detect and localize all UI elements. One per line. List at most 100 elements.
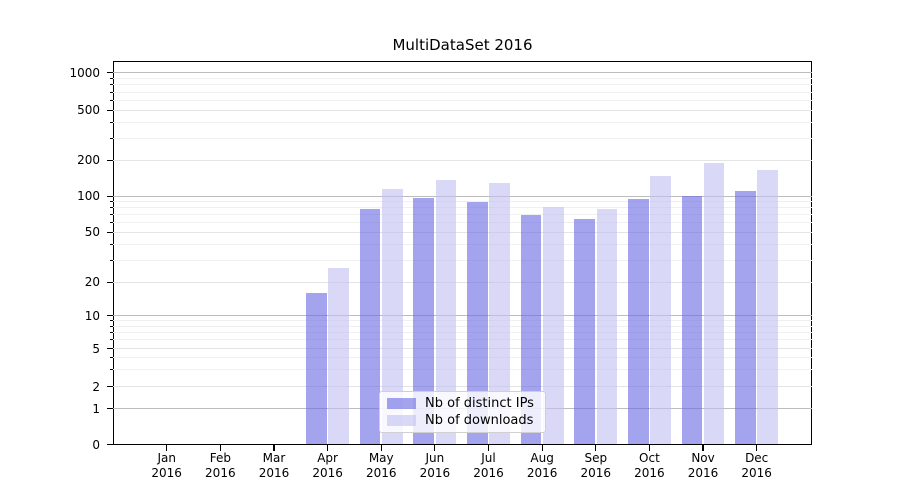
y-tick-mark: [106, 347, 113, 350]
plot-area: [113, 61, 812, 445]
y-minor-tick-mark: [109, 214, 113, 216]
x-tick-label-year: 2016: [419, 466, 451, 480]
x-tick-mark: [595, 444, 597, 451]
y-gridline-minor: [113, 122, 812, 124]
y-minor-tick-mark: [109, 243, 113, 245]
y-minor-tick-mark: [109, 357, 113, 359]
y-tick-mark: [106, 386, 113, 388]
y-minor-tick-mark: [109, 259, 113, 261]
legend: Nb of distinct IPs Nb of downloads: [379, 391, 546, 433]
bar-downloads-aug: [542, 206, 564, 445]
y-tick-label: 200: [77, 153, 100, 168]
bar-distinct-ips-apr: [306, 293, 327, 445]
x-tick-mark: [541, 444, 543, 451]
y-minor-tick-mark: [109, 325, 113, 327]
bar-downloads-may: [382, 188, 403, 445]
bar-distinct-ips-aug: [520, 215, 542, 445]
x-tick-label-year: 2016: [312, 466, 343, 480]
y-minor-tick-mark: [109, 201, 113, 203]
y-tick-mark: [106, 72, 113, 74]
y-tick-label: 500: [77, 103, 100, 118]
x-tick-label-year: 2016: [687, 466, 719, 480]
legend-label-downloads: Nb of downloads: [425, 412, 534, 428]
bar-downloads-oct: [650, 175, 671, 445]
x-tick-label-month: Mar: [262, 451, 286, 465]
x-tick-label-year: 2016: [580, 466, 612, 480]
y-gridline-minor: [113, 207, 812, 209]
y-gridline: [113, 231, 812, 233]
y-gridline-minor: [113, 99, 812, 101]
bar-downloads-nov: [703, 163, 725, 445]
y-gridline-minor: [113, 78, 812, 80]
y-gridline-minor: [113, 320, 812, 322]
x-tick-label-year: 2016: [741, 466, 772, 480]
bar-distinct-ips-nov: [681, 196, 703, 445]
y-gridline-decade: [113, 72, 812, 74]
y-minor-tick-mark: [109, 137, 113, 139]
x-tick-label-month: May: [368, 451, 394, 465]
x-tick-label-month: Apr: [317, 451, 338, 465]
x-tick-label-year: 2016: [258, 466, 290, 480]
x-tick-label-month: Nov: [691, 451, 715, 465]
y-gridline-minor: [113, 369, 812, 371]
legend-item-distinct-ips: Nb of distinct IPs: [387, 396, 537, 411]
y-gridline: [113, 281, 812, 283]
y-gridline-minor: [113, 222, 812, 224]
x-tick-mark: [219, 444, 221, 451]
y-tick-mark: [106, 408, 113, 410]
x-tick-mark: [327, 444, 329, 451]
legend-swatch-distinct-ips: [387, 398, 416, 410]
bar-downloads-dec: [757, 170, 779, 445]
x-tick-mark: [487, 444, 490, 451]
bar-downloads-jul: [489, 183, 510, 445]
y-minor-tick-mark: [109, 99, 113, 101]
y-tick-label: 50: [84, 225, 100, 240]
x-tick-label-year: 2016: [365, 466, 397, 480]
y-minor-tick-mark: [109, 369, 113, 371]
chart-title: MultiDataSet 2016: [392, 36, 533, 54]
y-gridline: [113, 159, 812, 161]
y-gridline: [113, 348, 812, 349]
y-gridline-minor: [113, 357, 812, 359]
y-minor-tick-mark: [109, 222, 113, 224]
y-tick-label: 5: [92, 341, 100, 356]
x-tick-label-month: Jun: [425, 451, 445, 465]
y-minor-tick-mark: [109, 320, 113, 322]
y-tick-label: 1: [92, 401, 100, 416]
y-gridline-minor: [113, 332, 812, 334]
x-tick-label-month: Feb: [209, 451, 231, 465]
y-gridline-minor: [113, 339, 812, 341]
bar-downloads-jun: [435, 179, 457, 445]
y-gridline-minor: [113, 325, 812, 327]
y-gridline-minor: [113, 243, 812, 245]
bar-distinct-ips-jul: [467, 202, 488, 445]
bar-distinct-ips-may: [359, 209, 381, 445]
y-tick-label: 1000: [69, 65, 100, 80]
x-tick-label-month: Sep: [584, 451, 608, 465]
y-minor-tick-mark: [109, 78, 113, 80]
x-tick-label-year: 2016: [473, 466, 504, 480]
y-tick-mark: [106, 443, 113, 446]
x-tick-label-month: Jul: [481, 451, 496, 465]
y-minor-tick-mark: [109, 84, 113, 86]
x-tick-label-year: 2016: [634, 466, 665, 480]
x-tick-mark: [380, 444, 382, 451]
x-tick-label-month: Oct: [639, 451, 660, 465]
y-tick-mark: [106, 109, 113, 111]
x-tick-mark: [702, 444, 704, 451]
y-gridline-minor: [113, 84, 812, 86]
y-gridline-decade: [113, 315, 812, 317]
y-tick-label: 20: [84, 275, 100, 290]
bar-distinct-ips-sep: [574, 218, 595, 445]
x-tick-label-year: 2016: [151, 466, 182, 480]
x-tick-label-month: Aug: [530, 451, 554, 465]
y-tick-mark: [106, 159, 113, 162]
y-tick-label: 100: [77, 189, 100, 204]
y-gridline-minor: [113, 137, 812, 139]
legend-swatch-downloads: [387, 414, 416, 426]
y-minor-tick-mark: [109, 339, 113, 341]
y-minor-tick-mark: [109, 122, 113, 124]
x-tick-label-year: 2016: [526, 466, 558, 480]
x-tick-label-month: Jan: [157, 451, 176, 465]
